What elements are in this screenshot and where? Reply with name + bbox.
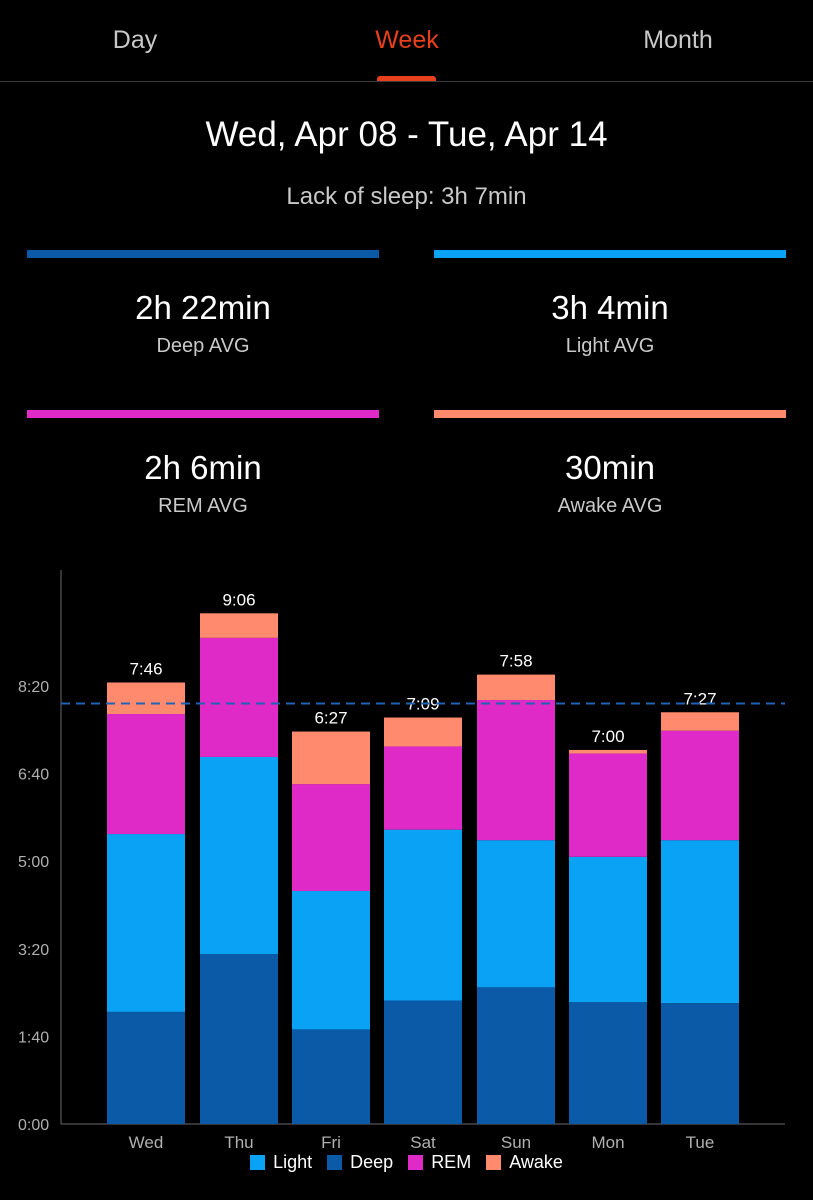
awake-avg-label: Awake AVG [557,495,663,517]
legend-swatch [327,1155,343,1170]
bar-rem-tue [661,730,739,841]
bar-deep-mon [569,1002,647,1124]
x-tick-label: Fri [321,1133,341,1150]
bar-deep-sun [477,987,555,1124]
deep-avg-stat: 2h 22min Deep AVG [27,250,379,358]
bar-total-label: 7:27 [683,689,716,708]
tab-month[interactable]: Month [643,26,713,54]
legend-item-awake: Awake [486,1152,563,1173]
legend-swatch [250,1155,266,1170]
rem-avg-stat: 2h 6min REM AVG [27,410,379,518]
bar-deep-thu [200,954,278,1124]
bar-awake-tue [661,712,739,731]
bar-light-sat [384,829,462,1001]
rem-avg-value: 2h 6min [144,449,262,486]
x-tick-label: Sat [410,1133,436,1150]
bar-light-thu [200,756,278,955]
bar-total-label: 9:06 [222,590,255,609]
legend-label: Awake [509,1152,563,1172]
lack-of-sleep: Lack of sleep: 3h 7min [286,183,527,210]
deep-avg-label: Deep AVG [156,335,250,357]
active-tab-indicator [377,76,436,81]
rem-avg-label: REM AVG [158,495,248,517]
light-avg-value: 3h 4min [551,289,669,326]
legend-label: Light [273,1152,313,1172]
bar-deep-fri [292,1029,370,1124]
bar-rem-wed [107,714,185,835]
sleep-stages-chart: 0:00 1:40 3:20 5:00 6:40 8:20 7:46 Wed 9:06 Thu 6:… [18,570,785,1150]
bar-total-label: 7:58 [499,652,532,671]
bar-light-tue [661,840,739,1004]
bar-deep-wed [107,1011,185,1124]
bar-light-fri [292,890,370,1030]
light-avg-stat: 3h 4min Light AVG [434,250,786,358]
bar-light-mon [569,856,647,1003]
x-tick-label: Sun [501,1133,531,1150]
bar-light-sun [477,840,555,988]
tab-day[interactable]: Day [112,26,158,54]
legend-item-deep: Deep [327,1152,393,1173]
x-tick-label: Wed [129,1133,164,1150]
bar-rem-fri [292,784,370,891]
rem-color-bar [27,410,379,418]
legend-label: Deep [350,1152,394,1172]
tab-week[interactable]: Week [375,26,439,54]
bar-awake-sun [477,674,555,701]
date-range: Wed, Apr 08 - Tue, Apr 14 [205,115,608,154]
deep-color-bar [27,250,379,258]
y-tick-label: 8:20 [18,679,49,696]
y-tick-label: 3:20 [18,942,49,959]
awake-avg-stat: 30min Awake AVG [434,410,786,518]
legend-swatch [486,1155,502,1170]
bar-total-label: 7:46 [129,659,162,678]
legend-swatch [408,1155,424,1170]
bar-awake-thu [200,613,278,638]
bar-total-label: 7:00 [591,727,624,746]
y-tick-label: 6:40 [18,767,49,784]
y-tick-label: 1:40 [18,1029,49,1046]
bar-deep-sat [384,1000,462,1124]
chart-legend: Light Deep REM Awake [0,1152,813,1173]
legend-label: REM [431,1152,472,1172]
awake-avg-value: 30min [565,449,655,486]
bar-rem-mon [569,753,647,857]
x-tick-label: Mon [591,1133,624,1150]
bar-awake-fri [292,731,370,785]
bar-awake-mon [569,749,647,754]
y-tick-label: 0:00 [18,1117,49,1134]
light-avg-label: Light AVG [565,335,655,357]
bar-rem-sat [384,746,462,830]
bar-light-wed [107,834,185,1012]
awake-color-bar [434,410,786,418]
bar-deep-tue [661,1003,739,1124]
light-color-bar [434,250,786,258]
bar-rem-sun [477,700,555,841]
x-tick-label: Thu [224,1133,253,1150]
bar-awake-sat [384,717,462,747]
bar-total-label: 6:27 [314,709,347,728]
deep-avg-value: 2h 22min [135,289,271,326]
x-tick-label: Tue [686,1133,715,1150]
bar-awake-wed [107,682,185,715]
view-tabs: Day Week Month [0,0,813,82]
bar-rem-thu [200,637,278,757]
legend-item-light: Light [250,1152,312,1173]
legend-item-rem: REM [408,1152,471,1173]
y-tick-label: 5:00 [18,854,49,871]
